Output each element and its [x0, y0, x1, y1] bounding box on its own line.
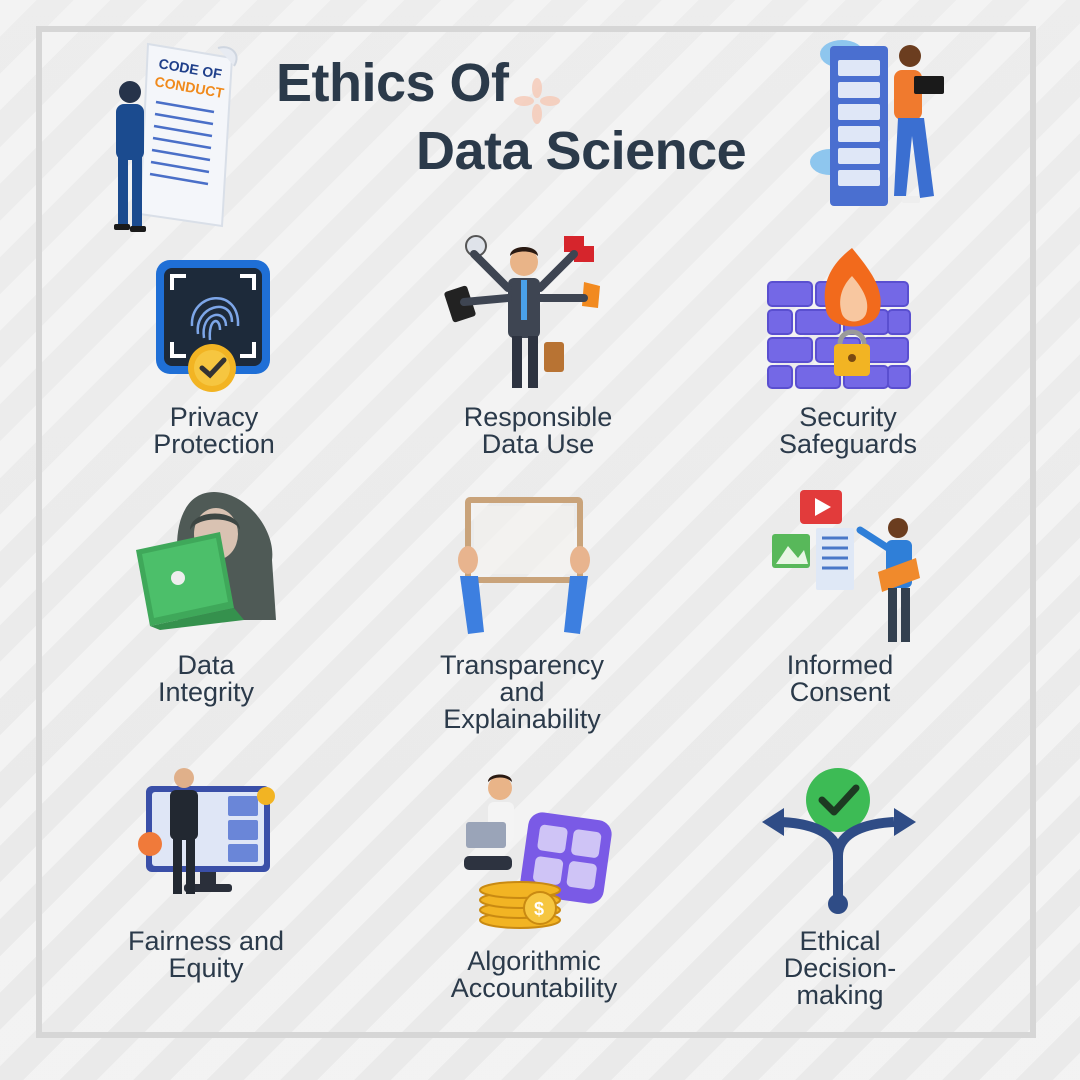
- item-label: Ethical Decision- making: [783, 926, 897, 1010]
- content-frame: [36, 26, 1036, 1038]
- item-responsible-data-use: Responsible Data Use: [388, 232, 688, 466]
- item-ethical-decision-making: Ethical Decision- making: [690, 766, 990, 1012]
- title-line-2: Data Science: [416, 121, 747, 181]
- item-label: Fairness and Equity: [127, 926, 285, 983]
- svg-text:$: $: [534, 899, 544, 919]
- item-data-integrity: Data Integrity: [56, 490, 356, 712]
- item-label: Algorithmic Accountability: [450, 946, 618, 1003]
- sparkle-icon: [512, 76, 562, 126]
- multitasking-businessman-icon: [444, 232, 604, 400]
- item-label: Transparency and Explainability: [439, 650, 605, 734]
- item-security-safeguards: Security Safeguards: [698, 248, 998, 466]
- item-label: Responsible Data Use: [463, 402, 613, 459]
- item-label: Security Safeguards: [778, 402, 918, 459]
- decision-arrows-icon: [760, 766, 920, 916]
- item-label: Privacy Protection: [153, 402, 275, 459]
- media-content-icon: [770, 488, 922, 648]
- fingerprint-scan-icon: [154, 256, 274, 396]
- item-transparency-explainability: Transparency and Explainability: [372, 496, 672, 740]
- title-line-1: Ethics Of: [276, 53, 509, 113]
- video-conference-icon: [136, 766, 280, 900]
- item-label: Data Integrity: [157, 650, 255, 707]
- code-of-conduct-illustration: CODE OF CONDUCT: [100, 36, 250, 236]
- firewall-lock-icon: [766, 248, 914, 390]
- empty-frame-icon: [456, 496, 592, 636]
- server-cloud-illustration: [806, 36, 966, 211]
- item-algorithmic-accountability: $ Algorithmic Accountability: [384, 772, 684, 1012]
- item-informed-consent: Informed Consent: [690, 488, 990, 712]
- item-label: Informed Consent: [786, 650, 894, 707]
- hooded-hacker-icon: [134, 490, 280, 630]
- calculator-coins-icon: $: [462, 772, 612, 932]
- item-fairness-equity: Fairness and Equity: [56, 766, 356, 990]
- item-privacy-protection: Privacy Protection: [64, 256, 364, 466]
